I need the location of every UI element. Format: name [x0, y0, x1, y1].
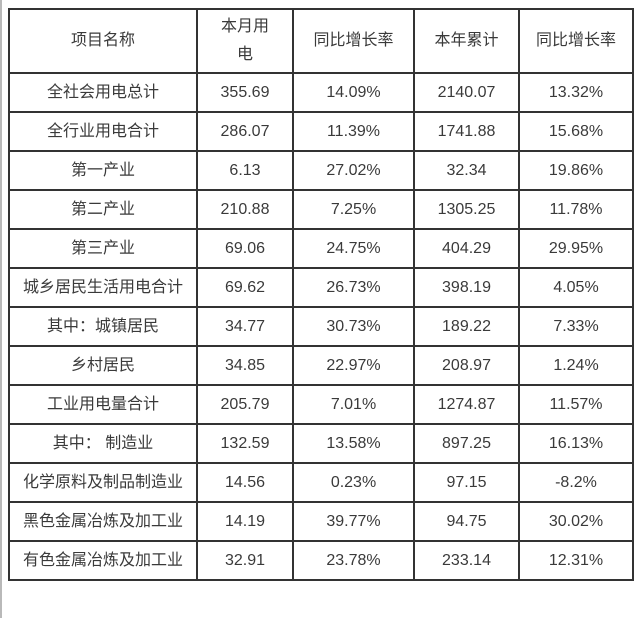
- table-row: 工业用电量合计 205.79 7.01% 1274.87 11.57%: [8, 384, 634, 425]
- row-label-cell: 第一产业: [8, 150, 198, 191]
- value-cell: 11.78%: [518, 189, 634, 230]
- table-row: 其中：城镇居民 34.77 30.73% 189.22 7.33%: [8, 306, 634, 347]
- row-label-cell: 全社会用电总计: [8, 72, 198, 113]
- left-edge-rule: [0, 0, 2, 618]
- row-label-cell: 城乡居民生活用电合计: [8, 267, 198, 308]
- row-label-cell: 其中： 制造业: [8, 423, 198, 464]
- value-cell: 97.15: [413, 462, 520, 503]
- value-cell: 398.19: [413, 267, 520, 308]
- value-cell: 1305.25: [413, 189, 520, 230]
- table-row: 全行业用电合计 286.07 11.39% 1741.88 15.68%: [8, 111, 634, 152]
- row-label-cell: 化学原料及制品制造业: [8, 462, 198, 503]
- value-cell: 12.31%: [518, 540, 634, 581]
- header-ytd-total: 本年累计: [413, 8, 520, 74]
- table-row: 第三产业 69.06 24.75% 404.29 29.95%: [8, 228, 634, 269]
- value-cell: 27.02%: [292, 150, 415, 191]
- value-cell: 15.68%: [518, 111, 634, 152]
- table-row: 有色金属冶炼及加工业 32.91 23.78% 233.14 12.31%: [8, 540, 634, 581]
- value-cell: 23.78%: [292, 540, 415, 581]
- value-cell: 189.22: [413, 306, 520, 347]
- value-cell: 6.13: [196, 150, 294, 191]
- table-row: 城乡居民生活用电合计 69.62 26.73% 398.19 4.05%: [8, 267, 634, 308]
- row-label-cell: 第三产业: [8, 228, 198, 269]
- value-cell: 19.86%: [518, 150, 634, 191]
- value-cell: 205.79: [196, 384, 294, 425]
- value-cell: -8.2%: [518, 462, 634, 503]
- table-row: 全社会用电总计 355.69 14.09% 2140.07 13.32%: [8, 72, 634, 113]
- header-month-yoy: 同比增长率: [292, 8, 415, 74]
- value-cell: 2140.07: [413, 72, 520, 113]
- value-cell: 11.57%: [518, 384, 634, 425]
- value-cell: 94.75: [413, 501, 520, 542]
- header-row: 项目名称 本月用电 同比增长率 本年累计 同比增长率: [8, 8, 634, 74]
- value-cell: 7.01%: [292, 384, 415, 425]
- value-cell: 24.75%: [292, 228, 415, 269]
- value-cell: 4.05%: [518, 267, 634, 308]
- row-label-cell: 有色金属冶炼及加工业: [8, 540, 198, 581]
- row-label-cell: 全行业用电合计: [8, 111, 198, 152]
- header-month-usage: 本月用电: [196, 8, 294, 74]
- table-row: 化学原料及制品制造业 14.56 0.23% 97.15 -8.2%: [8, 462, 634, 503]
- value-cell: 34.85: [196, 345, 294, 386]
- table-body: 全社会用电总计 355.69 14.09% 2140.07 13.32% 全行业用电合计 2…: [8, 72, 634, 581]
- value-cell: 22.97%: [292, 345, 415, 386]
- value-cell: 69.62: [196, 267, 294, 308]
- row-label-cell: 工业用电量合计: [8, 384, 198, 425]
- row-label-cell: 乡村居民: [8, 345, 198, 386]
- value-cell: 233.14: [413, 540, 520, 581]
- table-row: 第一产业 6.13 27.02% 32.34 19.86%: [8, 150, 634, 191]
- electricity-usage-table: 项目名称 本月用电 同比增长率 本年累计 同比增长率 全社会用电总计 355.69…: [8, 8, 634, 581]
- value-cell: 16.13%: [518, 423, 634, 464]
- value-cell: 0.23%: [292, 462, 415, 503]
- header-item-name: 项目名称: [8, 8, 198, 74]
- value-cell: 30.73%: [292, 306, 415, 347]
- value-cell: 30.02%: [518, 501, 634, 542]
- value-cell: 404.29: [413, 228, 520, 269]
- value-cell: 13.58%: [292, 423, 415, 464]
- table-row: 乡村居民 34.85 22.97% 208.97 1.24%: [8, 345, 634, 386]
- value-cell: 14.19: [196, 501, 294, 542]
- value-cell: 208.97: [413, 345, 520, 386]
- row-label-cell: 黑色金属冶炼及加工业: [8, 501, 198, 542]
- value-cell: 7.33%: [518, 306, 634, 347]
- value-cell: 34.77: [196, 306, 294, 347]
- value-cell: 39.77%: [292, 501, 415, 542]
- value-cell: 7.25%: [292, 189, 415, 230]
- value-cell: 210.88: [196, 189, 294, 230]
- value-cell: 897.25: [413, 423, 520, 464]
- value-cell: 132.59: [196, 423, 294, 464]
- header-ytd-yoy: 同比增长率: [518, 8, 634, 74]
- table-row: 其中： 制造业 132.59 13.58% 897.25 16.13%: [8, 423, 634, 464]
- value-cell: 14.09%: [292, 72, 415, 113]
- value-cell: 69.06: [196, 228, 294, 269]
- value-cell: 29.95%: [518, 228, 634, 269]
- value-cell: 355.69: [196, 72, 294, 113]
- value-cell: 1741.88: [413, 111, 520, 152]
- value-cell: 1.24%: [518, 345, 634, 386]
- value-cell: 1274.87: [413, 384, 520, 425]
- value-cell: 286.07: [196, 111, 294, 152]
- value-cell: 32.34: [413, 150, 520, 191]
- table-row: 第二产业 210.88 7.25% 1305.25 11.78%: [8, 189, 634, 230]
- value-cell: 32.91: [196, 540, 294, 581]
- value-cell: 26.73%: [292, 267, 415, 308]
- value-cell: 13.32%: [518, 72, 634, 113]
- row-label-cell: 其中：城镇居民: [8, 306, 198, 347]
- value-cell: 14.56: [196, 462, 294, 503]
- row-label-cell: 第二产业: [8, 189, 198, 230]
- value-cell: 11.39%: [292, 111, 415, 152]
- table-row: 黑色金属冶炼及加工业 14.19 39.77% 94.75 30.02%: [8, 501, 634, 542]
- table-header: 项目名称 本月用电 同比增长率 本年累计 同比增长率: [8, 8, 634, 74]
